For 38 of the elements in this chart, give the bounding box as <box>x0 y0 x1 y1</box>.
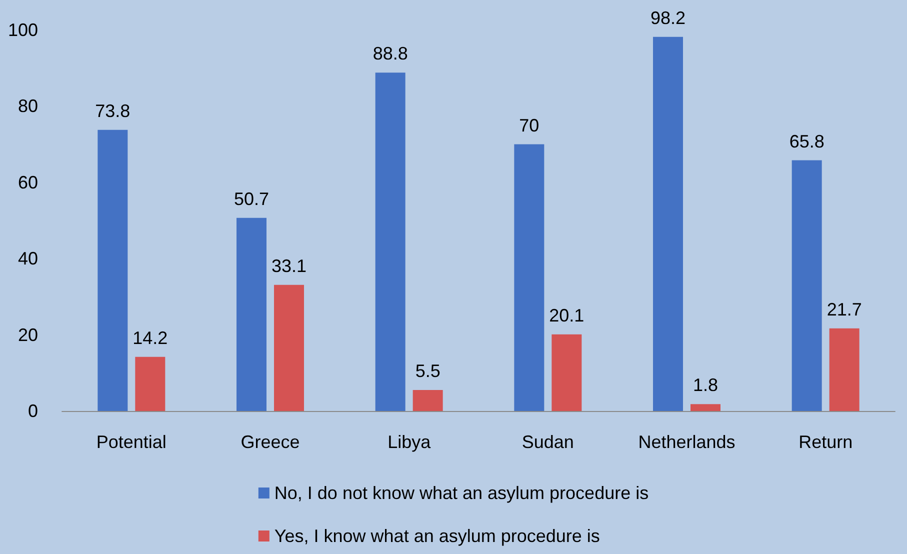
legend-label: No, I do not know what an asylum procedure is <box>274 483 649 503</box>
data-label: 70 <box>519 115 540 136</box>
data-label: 88.8 <box>372 44 408 64</box>
data-label: 5.5 <box>415 361 440 382</box>
data-label: 50.7 <box>234 188 270 209</box>
y-tick-label: 60 <box>18 172 38 192</box>
data-label: 14.2 <box>132 328 168 348</box>
y-tick-label: 20 <box>18 324 38 345</box>
data-label: 98.2 <box>650 8 686 28</box>
y-tick-label: 100 <box>8 20 38 40</box>
x-tick-label: Libya <box>388 432 432 452</box>
x-tick-label: Netherlands <box>638 432 736 452</box>
y-tick-label: 80 <box>18 96 38 116</box>
data-label: 21.7 <box>826 299 862 320</box>
bar <box>375 72 406 411</box>
data-label: 20.1 <box>549 305 584 326</box>
data-label: 65.8 <box>789 131 824 152</box>
data-label: 73.8 <box>95 100 130 121</box>
bar <box>653 36 683 411</box>
legend-label: Yes, I know what an asylum procedure is <box>274 526 600 546</box>
bar <box>135 356 166 411</box>
bar <box>552 334 582 411</box>
data-label: 1.8 <box>692 375 718 396</box>
bar <box>412 390 443 411</box>
x-tick-label: Sudan <box>522 432 574 452</box>
x-tick-label: Greece <box>240 432 300 452</box>
bar <box>514 144 544 411</box>
y-tick-label: 40 <box>18 248 38 269</box>
bar <box>792 160 822 411</box>
x-tick-label: Return <box>798 432 853 452</box>
bar <box>274 284 304 411</box>
y-tick-label: 0 <box>28 401 38 421</box>
bar <box>829 328 860 411</box>
x-tick-label: Potential <box>96 432 166 452</box>
bar <box>690 404 720 411</box>
bar <box>236 218 266 411</box>
bar <box>98 130 128 411</box>
data-label: 33.1 <box>271 256 307 276</box>
